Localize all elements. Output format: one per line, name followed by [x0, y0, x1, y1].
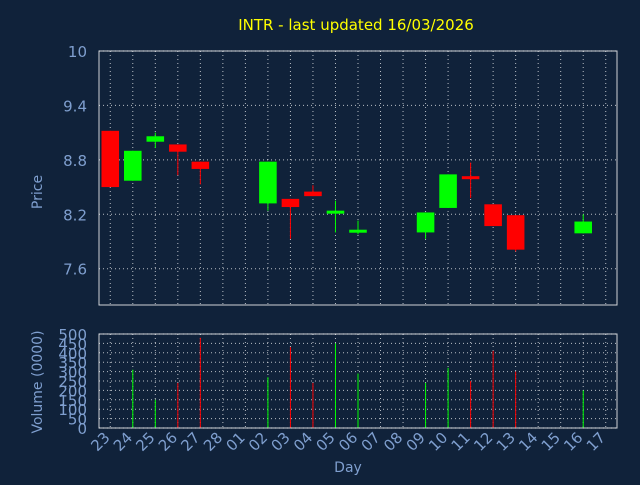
x-axis-label: Day	[334, 460, 362, 476]
price-tick-label: 7.6	[63, 261, 87, 279]
candle-body	[461, 176, 480, 180]
volume-tick-label: 150	[58, 392, 87, 410]
candle-body	[484, 204, 502, 227]
candle-body	[574, 221, 593, 234]
candle-body	[349, 229, 367, 233]
volume-tick-label: 100	[58, 401, 87, 419]
volume-tick-label: 350	[58, 354, 87, 372]
volume-tick-label: 200	[58, 382, 87, 400]
volume-panel-frame	[98, 333, 618, 429]
volume-axis-label: Volume (0000)	[30, 330, 46, 433]
price-tick-label: 8.2	[63, 206, 87, 224]
volume-tick-label: 250	[58, 373, 87, 391]
volume-tick-label: 500	[58, 326, 87, 344]
volume-tick-label: 450	[58, 335, 87, 353]
candle-body	[326, 210, 345, 214]
candle-body	[439, 174, 457, 208]
price-panel-frame	[98, 50, 618, 306]
candle-body	[123, 150, 142, 181]
candle-body	[416, 212, 435, 233]
price-tick-label: 10	[68, 43, 87, 61]
candle-body	[169, 144, 187, 152]
volume-tick-label: 0	[77, 420, 87, 438]
price-tick-label: 9.4	[63, 97, 87, 115]
candle-body	[259, 161, 277, 204]
chart-title: INTR - last updated 16/03/2026	[238, 16, 474, 34]
volume-tick-label: 50	[68, 411, 87, 429]
price-axis-label: Price	[30, 175, 46, 209]
candle-body	[304, 191, 322, 197]
candle-body	[146, 136, 165, 142]
candle-body	[101, 130, 120, 188]
candle-body	[281, 198, 300, 208]
volume-tick-label: 300	[58, 364, 87, 382]
candle-body	[191, 161, 210, 169]
candle-body	[506, 215, 525, 250]
volume-tick-label: 400	[58, 345, 87, 363]
price-tick-label: 8.8	[63, 152, 87, 170]
